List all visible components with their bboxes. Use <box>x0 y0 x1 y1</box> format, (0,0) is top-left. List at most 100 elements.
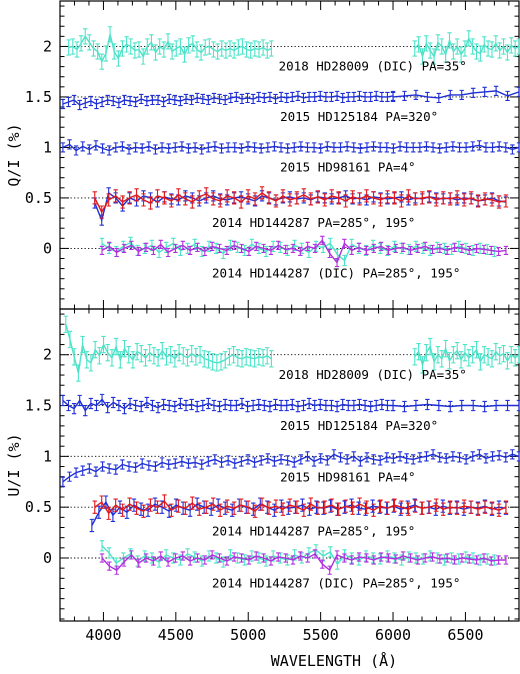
error-bar <box>118 351 123 369</box>
error-bar <box>344 141 350 152</box>
error-bar <box>312 91 317 103</box>
error-bar <box>94 98 99 110</box>
error-bar <box>183 399 189 412</box>
error-bar <box>242 554 247 566</box>
error-bar <box>92 191 97 205</box>
error-bar <box>420 48 425 65</box>
error-bar <box>121 240 126 252</box>
error-bar <box>301 188 307 202</box>
error-bar <box>265 347 270 365</box>
error-bar <box>463 454 469 465</box>
error-bar <box>254 241 259 251</box>
error-bar <box>114 565 119 575</box>
error-bar <box>109 349 115 367</box>
error-bar <box>60 98 66 110</box>
error-bar <box>378 241 384 251</box>
error-bar <box>516 399 520 412</box>
error-bar <box>127 497 132 511</box>
error-bar <box>441 191 446 205</box>
error-bar <box>239 397 245 410</box>
error-bar <box>219 143 224 154</box>
error-bar <box>320 235 325 245</box>
error-bar <box>113 464 118 475</box>
error-bar <box>116 50 121 67</box>
error-bar <box>364 452 370 463</box>
error-bar <box>171 552 176 564</box>
error-bar <box>284 92 289 104</box>
error-bar <box>350 501 355 515</box>
error-bar <box>482 36 487 53</box>
error-bar <box>364 142 370 153</box>
error-bar <box>474 243 479 253</box>
error-bar <box>197 346 203 364</box>
error-bar <box>231 191 237 205</box>
error-bar <box>461 193 467 207</box>
error-bar <box>283 553 288 563</box>
error-bar <box>269 40 274 57</box>
error-bar <box>430 142 436 153</box>
error-bar <box>116 399 122 412</box>
error-bar <box>100 461 105 472</box>
error-bar <box>364 553 369 563</box>
error-bar <box>462 40 468 57</box>
error-bar <box>463 551 469 563</box>
error-bar <box>478 353 483 371</box>
error-bar <box>466 349 472 367</box>
error-bar <box>66 399 71 412</box>
error-bar <box>503 500 509 514</box>
error-bar <box>298 551 303 561</box>
error-bar <box>172 94 178 106</box>
error-bar <box>268 556 274 566</box>
error-bar <box>222 94 228 106</box>
error-bar <box>448 192 453 206</box>
error-bar <box>364 245 369 256</box>
error-bar <box>290 243 296 253</box>
error-bar <box>238 498 244 512</box>
error-bar <box>260 349 266 367</box>
error-bar <box>259 455 264 466</box>
error-bar <box>371 243 376 253</box>
error-bar <box>194 92 200 104</box>
error-bar <box>180 551 185 561</box>
error-bar <box>148 196 153 210</box>
error-bar <box>437 554 443 564</box>
error-bar <box>134 188 139 202</box>
error-bar <box>105 344 110 362</box>
error-bar <box>60 394 66 407</box>
error-bar <box>204 500 209 514</box>
error-bar <box>99 96 105 108</box>
error-bar <box>77 99 82 111</box>
error-bar <box>179 141 185 152</box>
series-line <box>62 143 520 152</box>
error-bar <box>505 90 510 102</box>
error-bar <box>413 399 419 412</box>
error-bar <box>470 87 476 98</box>
error-bar <box>223 42 229 59</box>
error-bar <box>245 189 251 203</box>
error-bar <box>227 348 232 366</box>
error-bar <box>267 91 273 103</box>
error-bar <box>334 550 340 560</box>
error-bar <box>121 243 127 253</box>
error-bar <box>212 454 218 465</box>
error-bar <box>99 393 105 406</box>
error-bar <box>417 142 423 153</box>
error-bar <box>197 502 202 516</box>
error-bar <box>271 240 276 252</box>
error-bar <box>459 399 464 412</box>
error-bar <box>411 142 416 153</box>
error-bar <box>444 453 449 464</box>
error-bar <box>482 192 488 206</box>
error-bar <box>305 142 310 153</box>
error-bar <box>70 38 76 55</box>
error-bar <box>490 142 495 153</box>
error-bar <box>246 555 252 565</box>
error-bar <box>133 399 138 412</box>
error-bar <box>292 142 297 153</box>
error-bar <box>384 452 389 463</box>
error-bar <box>342 553 347 563</box>
error-bar <box>490 451 495 462</box>
error-bar <box>510 144 515 155</box>
error-bar <box>457 452 462 463</box>
error-bar <box>516 346 520 364</box>
